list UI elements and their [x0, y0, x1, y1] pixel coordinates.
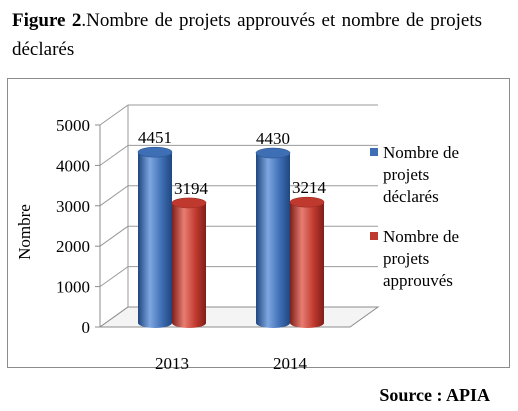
bar-value-label: 4451 [138, 128, 172, 147]
bar-value-label: 4430 [256, 129, 290, 148]
y-tick-label: 3000 [56, 197, 90, 216]
legend-label: Nombre de projets approuvés [383, 227, 459, 290]
gridline-side [99, 104, 129, 126]
y-axis-label: Nombre [15, 204, 34, 260]
bar [171, 197, 207, 328]
y-tick-label: 1000 [56, 278, 90, 297]
y-tick-label: 5000 [56, 116, 90, 135]
figure-caption: Figure 2.Nombre de projets approuvés et … [12, 6, 482, 64]
bar-top [137, 146, 173, 158]
source-note: Source : APIA [379, 385, 490, 405]
bar-body [290, 202, 324, 328]
y-tick-label: 2000 [56, 237, 90, 256]
gridline-side [99, 266, 129, 288]
gridline-side [99, 185, 129, 207]
figure-caption-text: .Nombre de projets approuvés et nombre d… [12, 10, 482, 60]
legend-label: Nombre de projets déclarés [383, 143, 459, 206]
x-tick-label: 2014 [273, 354, 308, 373]
bar-value-label: 3214 [292, 178, 327, 197]
bar-body [138, 152, 172, 328]
bar-value-label: 3194 [174, 179, 209, 198]
legend-swatch [370, 232, 378, 240]
x-tick-label: 2013 [155, 354, 189, 373]
bar-body [172, 202, 206, 328]
y-tick-label: 0 [82, 318, 91, 337]
figure-label: Figure 2 [12, 10, 82, 31]
bar-top [289, 196, 325, 208]
legend-swatch [370, 148, 378, 156]
bar [255, 147, 291, 328]
bar-body [256, 153, 290, 328]
bar [289, 196, 325, 328]
bar [137, 146, 173, 328]
bar-top [171, 197, 207, 209]
gridline-side [99, 225, 129, 247]
y-tick-label: 4000 [56, 156, 90, 175]
bar-top [255, 147, 291, 159]
gridline-side [99, 144, 129, 166]
